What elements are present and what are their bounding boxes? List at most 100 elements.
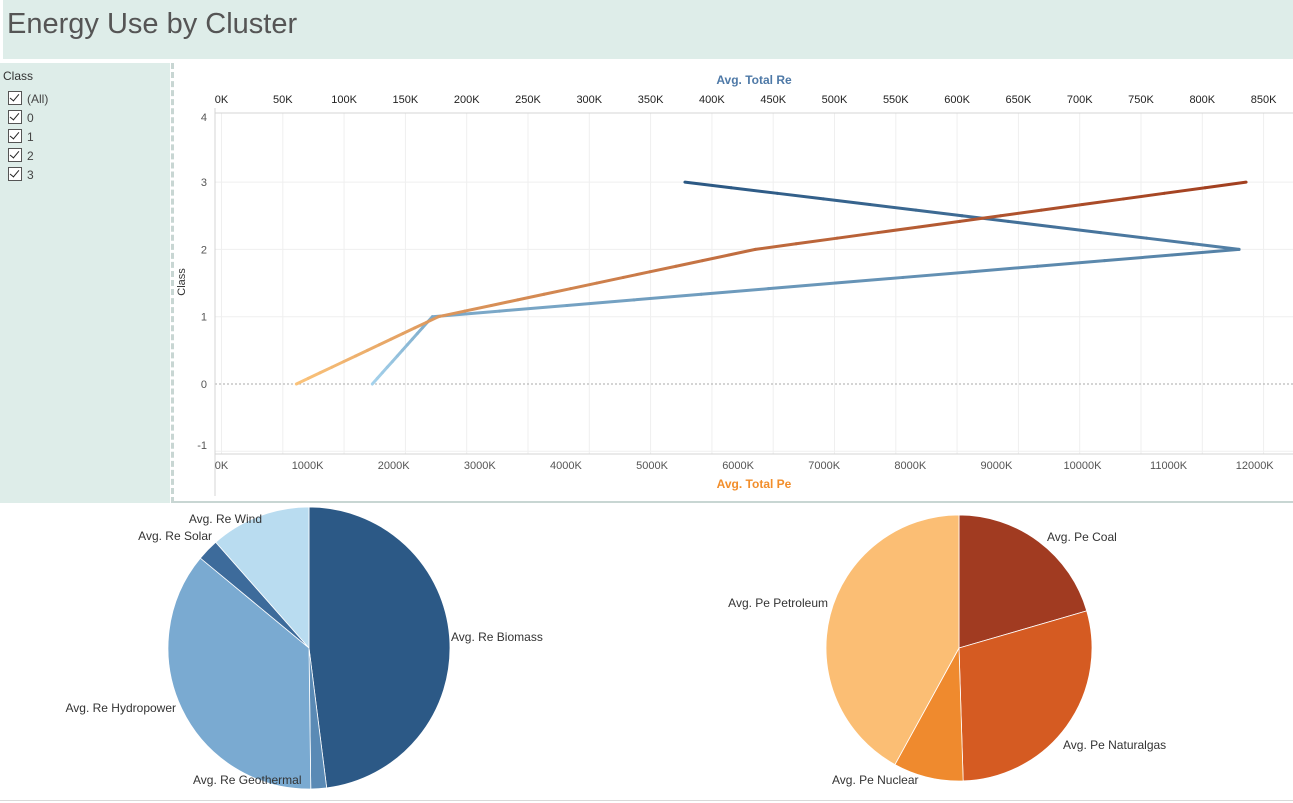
x-top-tick-label: 500K xyxy=(822,94,848,106)
filter-item-2[interactable]: 2 xyxy=(8,148,34,164)
line-segment xyxy=(1121,191,1166,201)
y-tick-label: -1 xyxy=(197,440,207,452)
line-segment xyxy=(1035,259,1107,268)
filter-item-label: 0 xyxy=(27,111,34,125)
line-segment xyxy=(835,231,880,240)
pie-slice[interactable] xyxy=(958,514,1088,649)
line-segment xyxy=(365,343,381,352)
line-segment xyxy=(401,326,417,336)
line-segment xyxy=(701,253,731,263)
line-segment xyxy=(595,275,625,285)
line-segment xyxy=(648,264,678,274)
x-top-tick-label: 450K xyxy=(760,94,786,106)
y-tick-label: 3 xyxy=(201,177,207,189)
filter-item-label: 2 xyxy=(27,149,34,163)
bottom-divider xyxy=(0,800,1293,801)
x-bottom-tick-label: 12000K xyxy=(1236,460,1275,472)
line-segment xyxy=(821,197,872,207)
line-chart-frame xyxy=(171,63,1293,503)
checkbox-icon[interactable] xyxy=(8,91,22,105)
pie-slice-label: Avg. Pe Petroleum xyxy=(728,596,828,610)
filter-item-label: 3 xyxy=(27,168,34,182)
line-segment xyxy=(425,315,440,324)
checkbox-icon[interactable] xyxy=(8,110,22,124)
x-bottom-tick-label: 1000K xyxy=(292,460,324,472)
line-segment xyxy=(1203,180,1248,190)
dashboard-header: Energy Use by Cluster xyxy=(3,0,1293,59)
x-bottom-tick-label: 0K xyxy=(215,460,229,472)
line-segment xyxy=(753,242,798,251)
checkbox-icon[interactable] xyxy=(8,167,22,181)
filter-item-0[interactable]: 0 xyxy=(8,110,34,126)
line-segment xyxy=(699,287,771,296)
pie-slice-label: Avg. Re Biomass xyxy=(451,630,543,644)
line-segment xyxy=(489,298,520,307)
x-top-tick-label: 250K xyxy=(515,94,541,106)
checkbox-icon[interactable] xyxy=(8,148,22,162)
line-segment xyxy=(389,332,405,341)
line-segment xyxy=(1145,236,1195,246)
x-bottom-tick-label: 10000K xyxy=(1064,460,1103,472)
filter-item-1[interactable]: 1 xyxy=(8,129,34,145)
line-series-pe[interactable] xyxy=(294,180,1248,386)
filter-item-3[interactable]: 3 xyxy=(8,167,34,183)
line-segment xyxy=(330,360,346,369)
x-top-tick-label: 150K xyxy=(393,94,419,106)
pie-slice-label: Avg. Re Hydropower xyxy=(66,701,177,715)
x-bottom-tick-label: 4000K xyxy=(550,460,582,472)
page-title: Energy Use by Cluster xyxy=(7,8,298,40)
pie-slice[interactable] xyxy=(958,610,1093,782)
line-segment xyxy=(1099,231,1149,240)
line-segment xyxy=(1162,186,1207,195)
checkbox-icon[interactable] xyxy=(8,129,22,143)
x-bottom-tick-label: 9000K xyxy=(980,460,1012,472)
line-segment xyxy=(727,247,757,257)
line-segment xyxy=(1040,203,1084,212)
pie-slice-label: Avg. Re Wind xyxy=(189,512,262,526)
line-segment xyxy=(413,320,429,330)
line-segment xyxy=(775,191,825,201)
line-series-re[interactable] xyxy=(370,180,1241,386)
x-top-tick-label: 550K xyxy=(883,94,909,106)
filter-item-all[interactable]: (All) xyxy=(8,91,48,107)
line-segment xyxy=(565,298,636,307)
line-segment xyxy=(914,208,964,218)
line-segment xyxy=(498,303,569,313)
pie-slice[interactable] xyxy=(308,506,451,789)
line-segment xyxy=(767,281,838,291)
pie-slice[interactable] xyxy=(825,514,960,766)
line-segment xyxy=(354,348,369,358)
class-filter-panel: Class (All) 0 1 2 3 xyxy=(0,63,170,503)
line-segment xyxy=(1170,247,1241,257)
x-top-tick-label: 300K xyxy=(576,94,602,106)
line-segment xyxy=(999,208,1044,218)
line-segment xyxy=(1081,197,1125,207)
x-bottom-tick-label: 2000K xyxy=(378,460,410,472)
x-top-tick-label: 400K xyxy=(699,94,725,106)
line-segment xyxy=(958,214,1003,223)
line-segment xyxy=(794,236,839,246)
x-top-tick-label: 650K xyxy=(1006,94,1032,106)
class-line-chart: -1 0 1 2 3 4 0K 50K 100K 150K 200K 250K 300K 350K 400K… xyxy=(176,73,1293,496)
line-segment xyxy=(436,309,467,319)
pie-slice[interactable] xyxy=(215,506,310,650)
x-top-tick-label: 700K xyxy=(1067,94,1093,106)
line-segment xyxy=(834,275,905,285)
y-tick-label: 0 xyxy=(201,379,207,391)
x-bottom-tick-label: 7000K xyxy=(808,460,840,472)
pie-slice[interactable] xyxy=(167,557,312,790)
line-segment xyxy=(876,225,921,235)
filter-item-label: (All) xyxy=(27,92,49,106)
y-tick-label: 1 xyxy=(201,312,207,324)
pie-slice-label: Avg. Pe Naturalgas xyxy=(1063,738,1166,752)
line-segment xyxy=(542,287,572,296)
line-segment xyxy=(1006,219,1056,229)
x-bottom-tick-label: 8000K xyxy=(894,460,926,472)
x-top-tick-label: 50K xyxy=(273,94,293,106)
renewable-pie-chart: Avg. Re Biomass Avg. Re Geothermal Avg. Re… xyxy=(66,506,543,790)
chart-axes: -1 0 1 2 3 4 0K 50K 100K 150K 200K 250K 300K 350K 400K… xyxy=(197,94,1293,496)
primary-energy-pie-chart: Avg. Pe Coal Avg. Pe Naturalgas Avg. Pe Nu… xyxy=(728,514,1166,787)
line-segment xyxy=(294,376,310,386)
x-top-tick-label: 750K xyxy=(1128,94,1154,106)
pie-slice-label: Avg. Re Solar xyxy=(138,529,212,543)
